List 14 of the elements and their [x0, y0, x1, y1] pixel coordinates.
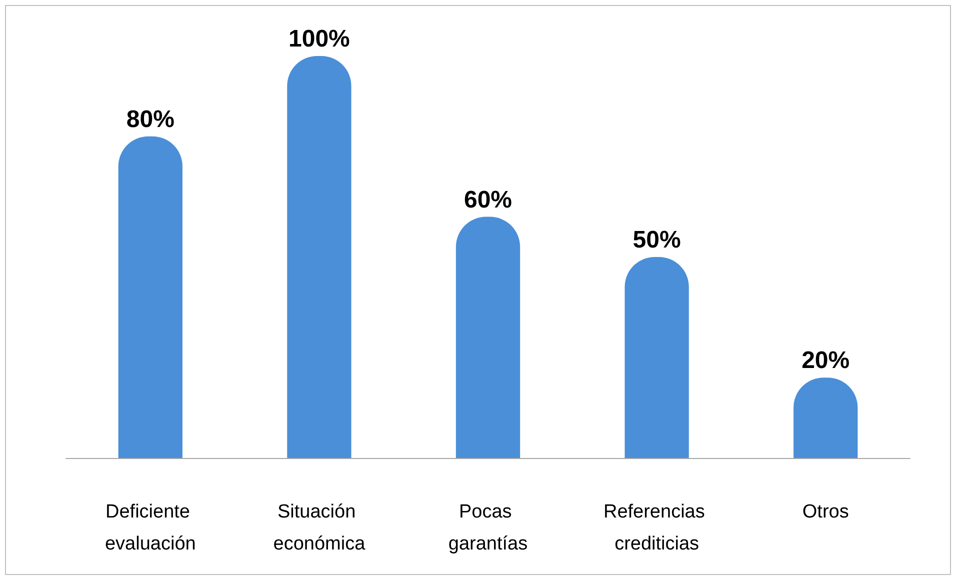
bar [624, 257, 689, 458]
data-label: 60% [464, 186, 512, 214]
x-tick-label: Pocas garantías [448, 502, 528, 554]
x-tick-label: Situación económica [273, 502, 366, 554]
bar [456, 216, 520, 458]
bar [118, 136, 182, 458]
x-tick-label: Referencias crediticias [603, 502, 710, 554]
data-label: 100% [288, 26, 350, 52]
x-tick-label: Otros [802, 502, 849, 522]
data-label: 20% [802, 347, 850, 374]
x-tick-label: Deficiente evaluación [104, 502, 196, 554]
data-label: 80% [126, 106, 174, 133]
bar [287, 56, 352, 458]
data-label: 50% [632, 226, 681, 254]
